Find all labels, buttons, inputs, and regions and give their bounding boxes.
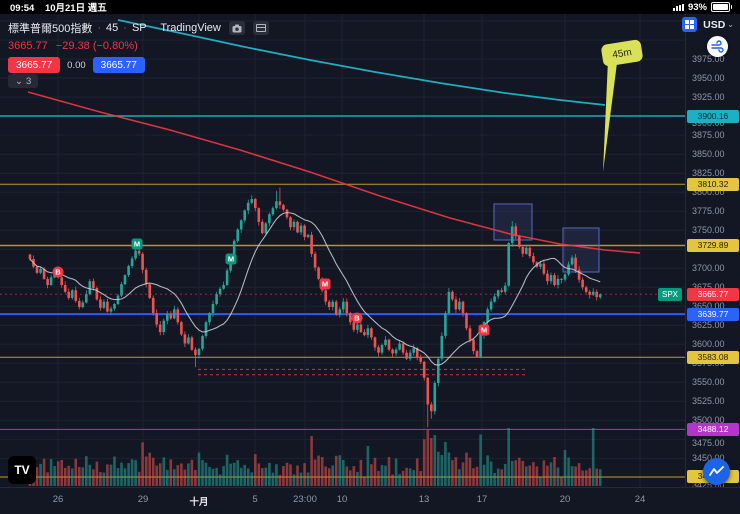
spread-value: 0.00	[67, 59, 86, 71]
time-axis-label: 5	[252, 494, 258, 505]
collapsed-indicators-chip[interactable]: ⌄ 3	[8, 74, 39, 88]
interval-callout: 45m	[601, 39, 643, 172]
brand-label: TradingView	[160, 22, 221, 34]
price-axis-label: 3700.00	[692, 263, 725, 274]
chart-line-icon	[709, 466, 724, 476]
price-axis-label: 3525.00	[692, 396, 725, 407]
svg-text:M: M	[228, 255, 234, 264]
symbol-name[interactable]: 標準普爾500指數	[8, 23, 93, 35]
price-axis-label: 3825.00	[692, 168, 725, 179]
symbol-price-tag: SPX	[658, 287, 683, 301]
statusbar-right: 93%	[672, 1, 732, 13]
chevron-down-icon: ⌄	[15, 75, 23, 87]
collapsed-count: 3	[25, 75, 32, 87]
svg-text:M: M	[481, 326, 487, 335]
price-label-chip: 3488.12	[687, 422, 739, 436]
assistant-button[interactable]	[707, 36, 728, 57]
last-price: 3665.77	[8, 40, 48, 52]
symbol-header: 標準普爾500指數 · 45 · SP · TradingView 3665.7…	[8, 20, 269, 73]
ios-status-bar: 09:54 10月21日 週五 93%	[0, 0, 740, 14]
dashed-level-lines	[198, 368, 528, 376]
signal-markers: B M M M B M	[52, 238, 490, 336]
price-axis-label: 3875.00	[692, 130, 725, 141]
camera-button[interactable]	[228, 21, 245, 35]
date: 10月21日 週五	[44, 3, 107, 14]
battery-percent: 93%	[687, 1, 707, 13]
price-axis-label: 3775.00	[692, 206, 725, 217]
battery-icon	[711, 2, 732, 12]
price-axis-label: 3750.00	[692, 225, 725, 236]
price-change: −29.38 (−0.80%)	[55, 40, 138, 52]
topright-controls: USD ⌄	[682, 17, 734, 32]
ma-lines	[27, 19, 641, 366]
price-axis-label: 3625.00	[692, 320, 725, 331]
price-axis-label: 3850.00	[692, 149, 725, 160]
trade-buttons: 3665.77 0.00 3665.77	[8, 57, 269, 73]
wind-icon	[711, 40, 724, 53]
chevron-down-icon: ⌄	[727, 20, 734, 29]
camera-icon	[232, 24, 242, 32]
time-axis-label: 十月	[189, 497, 209, 508]
price-axis[interactable]: 3975.00 3950.00 3925.00 3900.00 3875.00 3850.…	[658, 14, 740, 491]
svg-text:B: B	[55, 268, 61, 277]
price-axis-label: 3675.00	[692, 282, 725, 292]
time-axis-label: 13	[418, 494, 430, 505]
currency-label: USD	[703, 18, 726, 31]
clock: 09:54	[10, 3, 35, 14]
grid-lines	[0, 14, 686, 488]
time-axis-label: 24	[634, 494, 646, 505]
price-axis-label: 3925.00	[692, 92, 725, 103]
time-axis[interactable]: 26 29 十月 5 23:00 10 13 17 20 24	[0, 487, 740, 514]
price-axis-label: 3500.00	[692, 415, 725, 426]
price-label-chip: 3639.77	[687, 307, 739, 321]
floating-action-button[interactable]	[703, 458, 730, 485]
svg-text:M: M	[322, 280, 328, 289]
tradingview-logo-glyph: TV	[14, 463, 30, 477]
volume-bars	[28, 428, 602, 486]
price-axis-label: 3975.00	[692, 54, 725, 65]
svg-text:45m: 45m	[612, 47, 633, 61]
price-axis-label: 3600.00	[692, 339, 725, 350]
price-label-chip: 3729.89	[687, 239, 739, 252]
price-axis-label: 3650.00	[692, 301, 725, 312]
price-axis-label: 3450.00	[692, 453, 725, 464]
layout-button[interactable]	[682, 17, 698, 32]
panel-toggle-button[interactable]	[252, 21, 269, 35]
statusbar-left: 09:54 10月21日 週五	[10, 0, 115, 14]
svg-text:M: M	[134, 240, 140, 249]
exchange-label: SP	[131, 22, 147, 34]
time-axis-label: 29	[137, 494, 149, 505]
price-axis-label: 3550.00	[692, 377, 725, 388]
time-axis-label: 23:00	[293, 494, 317, 505]
price-axis-label: 3425.00	[692, 480, 725, 491]
grid-layout-icon	[685, 20, 695, 29]
tradingview-logo[interactable]: TV	[8, 456, 36, 484]
price-chart[interactable]: B M M M B M 45m	[0, 14, 686, 488]
price-label-chip: 3810.32	[687, 177, 739, 191]
interval-button[interactable]: 45	[106, 22, 119, 34]
price-axis-label: 3800.00	[692, 187, 725, 198]
price-label-chip: 3583.08	[687, 350, 739, 364]
level-lines	[0, 115, 686, 478]
price-axis-label: 3950.00	[692, 73, 725, 84]
panel-icon	[255, 24, 266, 32]
time-axis-label: 26	[52, 494, 64, 505]
time-axis-label: 17	[476, 494, 488, 505]
price-axis-label: 3900.00	[692, 118, 725, 129]
price-label-chip: 3665.77 SPX	[658, 287, 739, 301]
sell-button[interactable]: 3665.77	[8, 57, 61, 73]
quote-row: 3665.77 −29.38 (−0.80%)	[8, 40, 269, 52]
time-axis-label: 10	[336, 494, 348, 505]
candlesticks	[28, 187, 602, 428]
currency-selector[interactable]: USD ⌄	[703, 19, 734, 31]
price-axis-label: 3475.00	[692, 438, 725, 449]
cellular-signal-icon	[672, 3, 684, 11]
time-axis-label: 20	[559, 494, 571, 505]
svg-text:B: B	[354, 314, 360, 323]
price-label-chip: 3900.16	[687, 109, 739, 123]
buy-button[interactable]: 3665.77	[92, 57, 145, 73]
